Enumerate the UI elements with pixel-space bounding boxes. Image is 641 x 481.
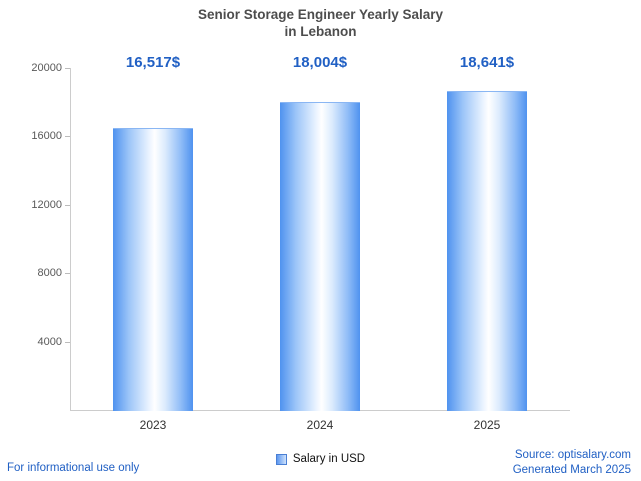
legend-swatch-icon (275, 453, 287, 465)
chart-title: Senior Storage Engineer Yearly Salary in… (0, 6, 641, 40)
bar-value-label: 16,517$ (125, 54, 181, 71)
legend-label: Salary in USD (292, 453, 366, 465)
y-tick-label: 8000 (37, 267, 62, 280)
y-tick-label: 4000 (37, 335, 62, 348)
y-axis-line (70, 68, 71, 411)
y-tick-label: 16000 (31, 130, 62, 143)
bar-value-label: 18,004$ (292, 54, 348, 71)
chart-title-line2: in Lebanon (284, 24, 357, 39)
y-tick-mark (65, 136, 70, 138)
source-block: Source: optisalary.com Generated March 2… (513, 448, 631, 478)
y-tick-mark (65, 273, 70, 275)
x-tick-label: 2024 (306, 418, 334, 432)
y-tick-mark (65, 204, 70, 206)
salary-bar[interactable] (447, 91, 527, 411)
salary-bar[interactable] (113, 128, 193, 411)
y-tick-label: 20000 (31, 62, 62, 74)
salary-bar[interactable] (280, 102, 360, 411)
x-tick-label: 2023 (139, 418, 167, 432)
bar-value-label: 18,641$ (459, 54, 515, 71)
generated-date: Generated March 2025 (512, 464, 631, 476)
informational-note: For informational use only (7, 462, 140, 474)
x-tick-label: 2025 (473, 418, 501, 432)
y-tick-mark (65, 68, 70, 69)
chart-title-line1: Senior Storage Engineer Yearly Salary (197, 7, 444, 22)
source-link[interactable]: Source: optisalary.com (514, 449, 631, 461)
chart-legend: Salary in USD (0, 453, 641, 465)
y-tick-mark (65, 341, 70, 343)
y-tick-label: 12000 (31, 198, 62, 211)
